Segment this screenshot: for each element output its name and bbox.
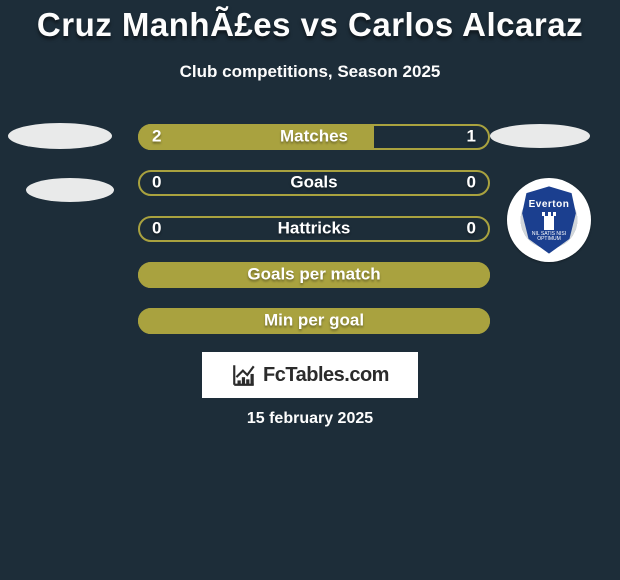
club-crest-name: Everton bbox=[529, 199, 570, 210]
tower-icon bbox=[542, 212, 556, 230]
stat-row: Min per goal bbox=[138, 308, 490, 334]
brand-box: FcTables.com bbox=[202, 352, 418, 398]
date-text: 15 february 2025 bbox=[0, 410, 620, 428]
stat-row: Goals0 0 bbox=[138, 170, 490, 196]
stat-value-left: 2 bbox=[152, 127, 161, 147]
comparison-card: Cruz ManhÃ£es vs Carlos Alcaraz Club comp… bbox=[0, 0, 620, 580]
club-crest: Everton NIL SATIS NISI OPTIMUM bbox=[507, 178, 591, 262]
left-ellipse-2 bbox=[26, 178, 114, 202]
stat-row: Matches2 1 bbox=[138, 124, 490, 150]
stat-value-left: 0 bbox=[152, 173, 161, 193]
page-title: Cruz ManhÃ£es vs Carlos Alcaraz bbox=[0, 6, 620, 44]
stat-label: Min per goal bbox=[138, 311, 490, 331]
club-crest-shield: Everton NIL SATIS NISI OPTIMUM bbox=[522, 186, 576, 253]
subtitle: Club competitions, Season 2025 bbox=[0, 62, 620, 82]
stat-label: Hattricks bbox=[138, 219, 490, 239]
stat-label: Goals bbox=[138, 173, 490, 193]
brand-text: FcTables.com bbox=[263, 364, 389, 387]
stat-value-right: 0 bbox=[467, 219, 476, 239]
stat-row: Hattricks0 0 bbox=[138, 216, 490, 242]
stat-value-left: 0 bbox=[152, 219, 161, 239]
left-ellipse-1 bbox=[8, 123, 112, 149]
brand-chart-icon bbox=[231, 362, 257, 388]
stat-row: Goals per match bbox=[138, 262, 490, 288]
stat-value-right: 0 bbox=[467, 173, 476, 193]
stat-value-right: 1 bbox=[467, 127, 476, 147]
club-crest-motto: NIL SATIS NISI OPTIMUM bbox=[522, 232, 576, 242]
right-ellipse-1 bbox=[490, 124, 590, 148]
stat-label: Matches bbox=[138, 127, 490, 147]
stat-label: Goals per match bbox=[138, 265, 490, 285]
